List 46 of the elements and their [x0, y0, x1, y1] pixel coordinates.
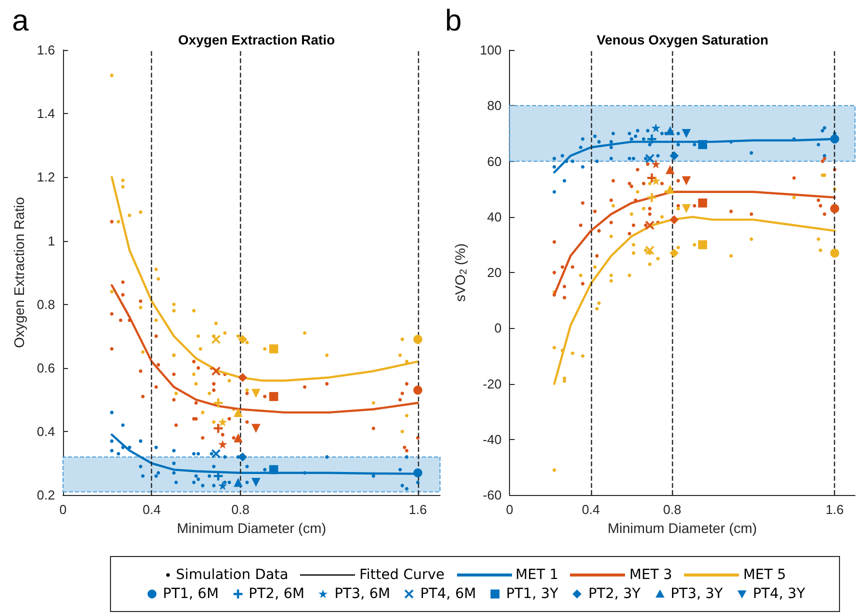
- y-tick-label: 1: [48, 233, 55, 248]
- x-tick-label: 0.4: [582, 502, 600, 518]
- legend-label: MET 3: [629, 566, 672, 582]
- y-tick-label: 100: [480, 42, 502, 58]
- y-tick-label: 1.2: [36, 170, 55, 185]
- y-tick-label: 0.4: [36, 424, 55, 440]
- x-tick-label: 1.6: [826, 502, 844, 518]
- y-tick-label: 0.6: [36, 360, 55, 376]
- legend-label: MET 1: [516, 566, 558, 582]
- y-axis-title: sVO2 (%): [452, 243, 470, 302]
- legend-label: PT1, 6M: [162, 586, 219, 602]
- x-tick-label: 0.8: [231, 502, 250, 518]
- legend-label: PT1, 3Y: [506, 586, 558, 602]
- y-tick-label: 0: [494, 320, 502, 336]
- legend-label: PT4, 3Y: [752, 586, 806, 602]
- text: a: [12, 4, 29, 38]
- text: Fitted Curve: [359, 566, 445, 582]
- y-tick-label: 0.8: [36, 296, 55, 312]
- legend-label: PT3, 3Y: [670, 586, 723, 602]
- y-tick-label: -60: [482, 488, 502, 503]
- y-tick-label: 20: [487, 265, 502, 280]
- y-tick-label: -20: [482, 376, 502, 392]
- text: Simulation Data: [176, 566, 288, 582]
- chart-title: Oxygen Extraction Ratio: [178, 32, 335, 48]
- legend-label: MET 5: [743, 566, 786, 582]
- y-tick-label: 1.4: [36, 106, 55, 122]
- legend-label: PT2, 6M: [248, 586, 304, 602]
- y-tick-label: 60: [487, 154, 502, 169]
- legend-label: PT2, 3Y: [588, 586, 641, 602]
- legend-label: PT4, 6M: [420, 586, 476, 602]
- y-tick-label: 0.2: [36, 488, 55, 503]
- x-tick-label: 0: [59, 502, 67, 518]
- y-tick-label: 1.6: [36, 42, 55, 58]
- chart-title: Venous Oxygen Saturation: [596, 32, 768, 48]
- x-tick-label: 0: [506, 502, 514, 518]
- x-axis-title: Minimum Diameter (cm): [608, 520, 757, 536]
- x-tick-label: 0.8: [663, 502, 682, 518]
- y-axis-title: Oxygen Extraction Ratio: [11, 196, 28, 348]
- x-tick-label: 0.4: [142, 502, 161, 518]
- x-axis-title: Minimum Diameter (cm): [176, 520, 326, 536]
- y-tick-label: 80: [487, 98, 502, 114]
- text: b: [445, 4, 462, 38]
- x-tick-label: 1.6: [408, 502, 427, 518]
- y-tick-label: -40: [482, 432, 502, 447]
- y-tick-label: 40: [487, 209, 502, 224]
- legend-label: PT3, 6M: [334, 586, 390, 602]
